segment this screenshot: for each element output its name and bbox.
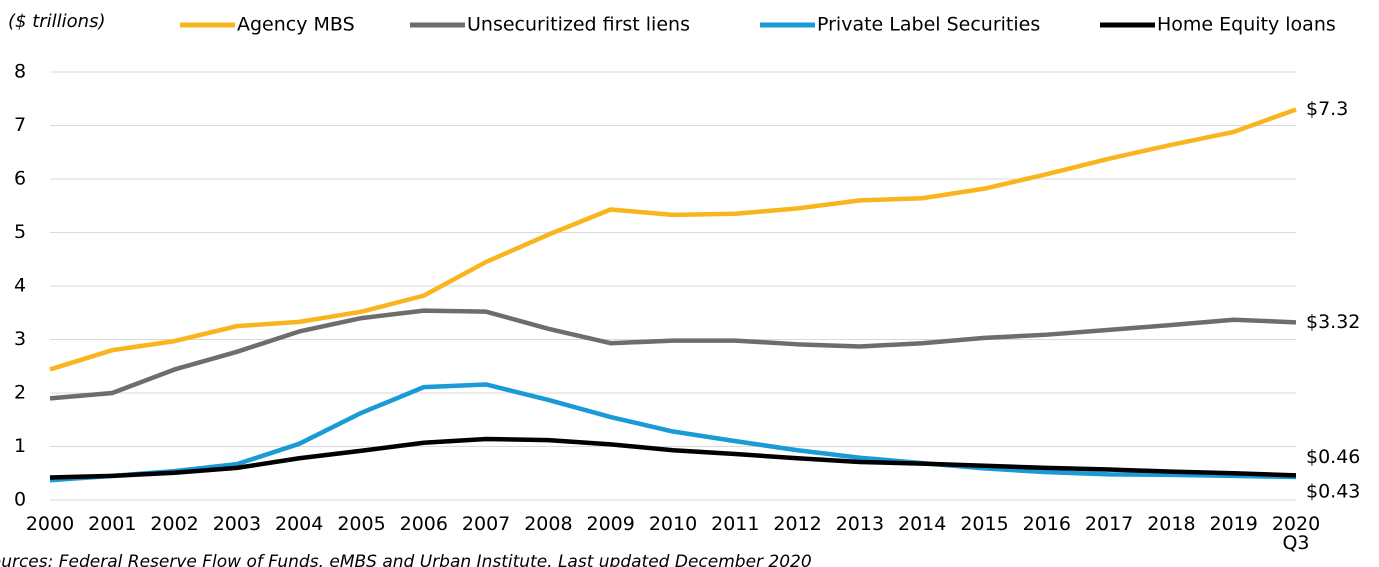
x-tick-label: 2014 <box>898 513 947 535</box>
y-tick-label: 6 <box>14 168 26 190</box>
legend-label: Private Label Securities <box>817 14 1040 36</box>
x-tick-label: 2013 <box>835 513 885 535</box>
end-label: $0.43 <box>1306 480 1360 502</box>
x-tick-label: 2016 <box>1022 513 1071 535</box>
y-tick-label: 0 <box>14 489 26 511</box>
x-tick-label: 2017 <box>1084 513 1134 535</box>
x-tick-label: 2009 <box>586 513 635 535</box>
x-tick-label: 2007 <box>461 513 511 535</box>
legend-label: Home Equity loans <box>1157 14 1336 36</box>
x-tick-label: 2019 <box>1209 513 1258 535</box>
y-tick-label: 1 <box>14 435 26 457</box>
series-line <box>49 436 1297 480</box>
end-label: $3.32 <box>1306 311 1360 333</box>
y-tick-label: 8 <box>14 61 26 83</box>
unit-label: ($ trillions) <box>8 11 105 32</box>
series-line <box>49 107 1297 372</box>
series-line <box>49 308 1297 401</box>
x-tick-label: 2000 <box>25 513 75 535</box>
legend-label: Agency MBS <box>237 14 355 36</box>
y-tick-label: 5 <box>14 221 26 243</box>
y-tick-label: 2 <box>14 382 26 404</box>
x-tick-label: 2006 <box>399 513 448 535</box>
x-tick-label: 2015 <box>960 513 1009 535</box>
y-tick-label: 7 <box>14 114 26 136</box>
end-label: $7.3 <box>1306 98 1348 120</box>
source-note: Sources: Federal Reserve Flow of Funds, … <box>0 552 812 567</box>
x-tick-label: 2008 <box>524 513 573 535</box>
x-tick-label: 2001 <box>88 513 137 535</box>
x-tick-label: 2012 <box>773 513 822 535</box>
y-tick-label: 4 <box>14 275 26 297</box>
x-tick-label: 2005 <box>337 513 386 535</box>
x-tick-label: 2010 <box>648 513 698 535</box>
series-line <box>49 382 1297 483</box>
legend-label: Unsecuritized first liens <box>467 14 690 36</box>
y-tick-label: 3 <box>14 328 26 350</box>
x-tick-label: 2018 <box>1147 513 1196 535</box>
x-tick-label: 2020 Q3 <box>1271 513 1321 554</box>
x-tick-label: 2003 <box>212 513 262 535</box>
x-tick-label: 2002 <box>150 513 199 535</box>
x-tick-label: 2011 <box>711 513 760 535</box>
x-tick-label: 2004 <box>275 513 324 535</box>
end-label: $0.46 <box>1306 446 1360 468</box>
